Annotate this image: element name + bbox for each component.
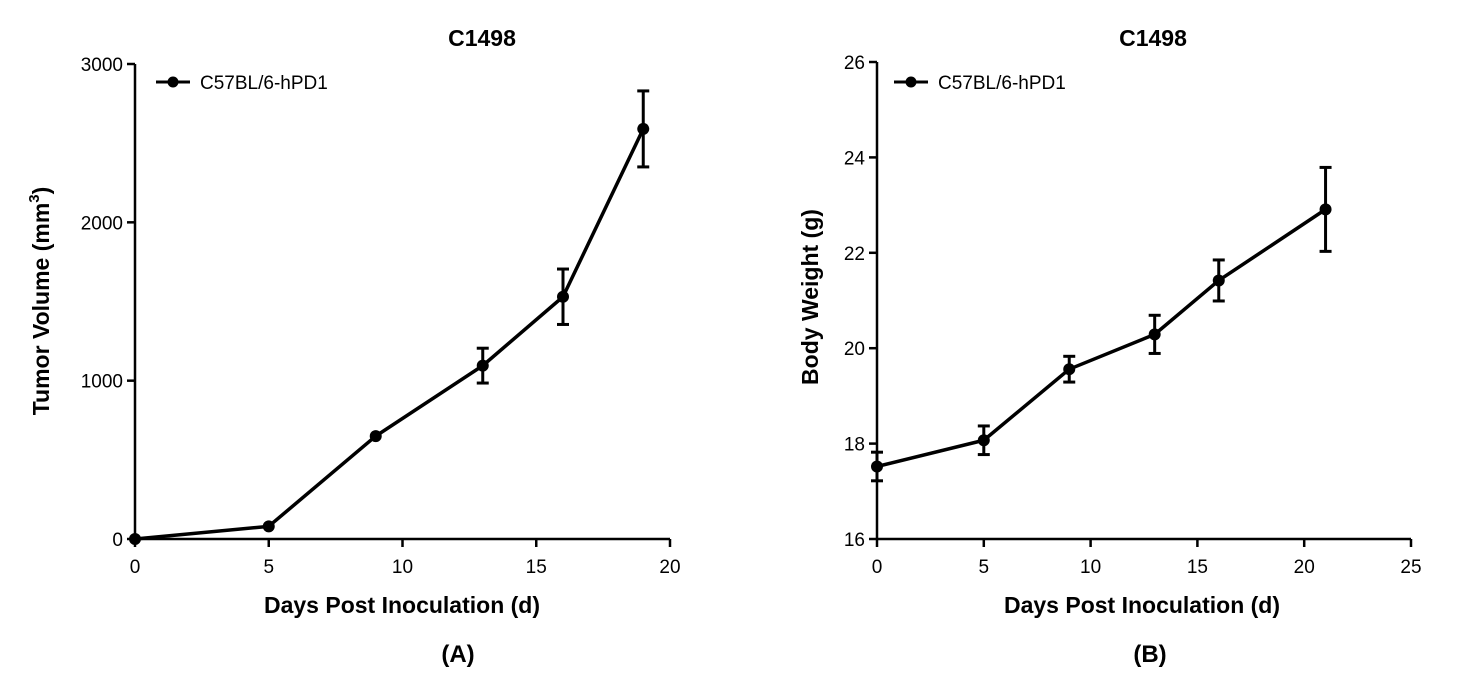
chart-b-y-tick-label: 26 [844, 53, 865, 74]
chart-b-data-point [1319, 203, 1332, 216]
chart-a-y-tick-label: 2000 [81, 213, 123, 234]
chart-b-y-tick-label: 16 [844, 530, 865, 551]
chart-b-x-axis-label: Days Post Inoculation (d) [1004, 592, 1280, 618]
chart-a-x-tick-label: 0 [130, 557, 141, 578]
chart-b-legend-marker [905, 76, 917, 88]
chart-a-y-tick-label: 3000 [81, 55, 123, 76]
chart-a-data-point [557, 290, 569, 303]
chart-a-x-tick-label: 5 [263, 557, 274, 578]
chart-a-x-tick-label: 15 [526, 557, 547, 578]
chart-b-x-axis: 0 5 10 15 20 25 [872, 537, 1422, 578]
chart-b-x-tick-label: 20 [1294, 557, 1315, 578]
chart-a: C1498 0 1000 2000 3000 0 5 10 15 20 Tumor Volum… [26, 25, 681, 668]
chart-a-data-point [129, 533, 141, 545]
chart-a-panel-label: (A) [441, 641, 474, 668]
chart-b-data-point [1063, 363, 1076, 376]
chart-b-x-tick-label: 15 [1187, 557, 1208, 578]
chart-b: C1498 16 18 20 22 24 26 0 5 10 15 20 25 Body Weigh… [797, 25, 1422, 668]
chart-a-title: C1498 [448, 25, 516, 51]
chart-b-x-tick-label: 5 [979, 557, 990, 578]
chart-b-x-tick-label: 10 [1080, 557, 1101, 578]
chart-b-y-tick-label: 20 [844, 339, 865, 360]
chart-a-y-axis-label: Tumor Volume (mm3) [26, 187, 54, 416]
chart-a-data-point [262, 520, 275, 533]
chart-b-title: C1498 [1119, 25, 1187, 51]
chart-a-data-point [369, 430, 382, 443]
chart-b-y-axis: 16 18 20 22 24 26 [844, 53, 879, 551]
chart-a-y-axis: 0 1000 2000 3000 [81, 55, 137, 551]
chart-a-data-point [476, 359, 489, 372]
chart-b-data-point [1212, 274, 1225, 287]
chart-a-series-line [134, 128, 645, 541]
chart-a-legend: C57BL/6-hPD1 [156, 73, 328, 94]
chart-b-y-axis-label: Body Weight (g) [797, 209, 823, 385]
chart-a-x-axis: 0 5 10 15 20 [130, 537, 681, 578]
chart-b-x-tick-label: 0 [872, 557, 883, 578]
chart-b-data-point [977, 434, 990, 447]
chart-a-data-point [637, 122, 650, 135]
chart-a-series [129, 89, 650, 545]
chart-a-x-axis-label: Days Post Inoculation (d) [264, 592, 540, 618]
chart-b-y-tick-label: 18 [844, 435, 865, 456]
chart-b-series-line [876, 207, 1327, 469]
chart-a-y-tick-label: 0 [112, 530, 123, 551]
chart-a-x-tick-label: 10 [392, 557, 413, 578]
chart-b-legend: C57BL/6-hPD1 [894, 73, 1066, 94]
chart-b-series [871, 165, 1332, 483]
chart-b-y-tick-label: 24 [844, 148, 866, 169]
chart-a-x-tick-label: 20 [659, 557, 680, 578]
chart-a-legend-marker [167, 76, 179, 88]
chart-b-y-tick-label: 22 [844, 244, 865, 265]
chart-b-panel-label: (B) [1133, 641, 1166, 668]
chart-b-legend-label: C57BL/6-hPD1 [938, 73, 1066, 94]
chart-a-y-tick-label: 1000 [81, 372, 123, 393]
chart-a-legend-label: C57BL/6-hPD1 [200, 73, 328, 94]
chart-b-data-point [1148, 328, 1161, 341]
chart-b-x-tick-label: 25 [1400, 557, 1421, 578]
chart-b-data-point [871, 460, 883, 473]
